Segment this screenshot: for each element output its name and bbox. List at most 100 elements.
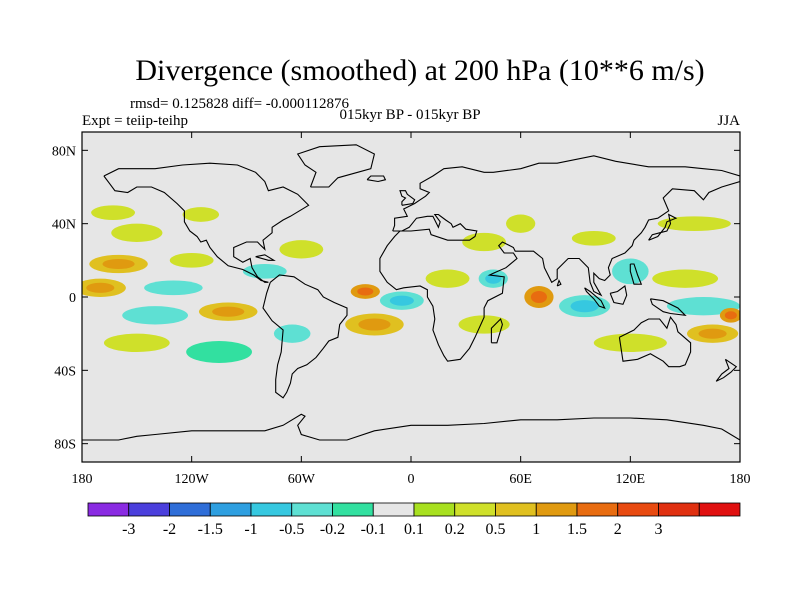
y-tick-label-1: 40N (52, 218, 76, 233)
colorbar-label-3: -1 (244, 521, 257, 538)
contour-blob-1 (111, 223, 163, 242)
colorbar-swatch-14 (658, 502, 700, 517)
contour-blob-8 (279, 240, 324, 259)
colorbar-swatch-11 (535, 502, 578, 517)
contour-blob-7 (242, 264, 287, 279)
x-tick-label-5: 120E (616, 472, 646, 487)
x-tick-label-6: 180 (730, 472, 751, 487)
contour-blob-13 (273, 324, 311, 343)
coastline-borneo (609, 285, 628, 305)
colorbar-swatch-3 (209, 502, 252, 517)
contour-blob-12 (186, 341, 252, 363)
contour-blob-18 (462, 232, 507, 252)
colorbar-label-9: 0.5 (486, 521, 506, 538)
x-tick-label-1: 120W (175, 472, 210, 487)
colorbar-swatch-13 (617, 502, 659, 517)
season-label: JJA (717, 113, 740, 129)
contour-blob-core-20 (530, 290, 547, 304)
colorbar-label-4: -0.5 (279, 521, 304, 538)
contour-blob-4 (169, 253, 214, 268)
coastline-sumatra (584, 287, 606, 309)
contour-blob-core-15 (389, 295, 414, 306)
coastline-britain (399, 190, 416, 206)
contour-blob-28 (593, 333, 667, 353)
colorbar-swatch-1 (128, 502, 170, 517)
colorbar: -3 -2 -1.5 -1 -0.5 -0.2 -0.1 0.1 0.2 0.5 1 1.5 2 3 (87, 502, 741, 538)
coastline-antarctica (82, 413, 740, 441)
contour-blob-9 (122, 306, 189, 325)
coastline-eurasia-africa (379, 155, 740, 362)
x-tick-label-2: 60W (288, 472, 316, 487)
colorbar-label-6: -0.1 (361, 521, 386, 538)
colorbar-swatch-9 (454, 502, 496, 517)
coastline-new-guinea (649, 298, 687, 317)
contour-blob-6 (144, 280, 203, 296)
coastline-layer (82, 144, 740, 441)
contour-blob-core-29 (698, 328, 727, 339)
y-tick-label-0: 80N (52, 144, 76, 159)
coastline-greenland (296, 144, 376, 188)
contour-blob-core-16 (358, 318, 391, 331)
x-tick-label-4: 60E (509, 472, 532, 487)
expt-label: Expt = teiip-teihp (82, 113, 188, 129)
contour-blob-17 (425, 269, 470, 288)
contour-blob-11 (103, 333, 170, 353)
y-tick-label-3: 40S (54, 364, 76, 379)
contour-blob-2 (182, 207, 220, 222)
stats-label: rmsd= 0.125828 diff= -0.000112876 (130, 96, 349, 112)
x-tick-label-0: 180 (72, 472, 93, 487)
colorbar-swatch-4 (250, 502, 293, 517)
contour-blob-0 (91, 205, 136, 221)
x-tick-label-3: 0 (408, 472, 415, 487)
contour-blob-27 (666, 297, 740, 316)
y-tick-label-2: 0 (69, 291, 76, 306)
coastline-philippines (629, 263, 643, 285)
coastline-madagascar (490, 317, 503, 344)
colorbar-swatch-0 (87, 502, 130, 517)
contour-blob-core-21 (570, 300, 599, 313)
coastline-cuba (255, 254, 276, 261)
colorbar-label-5: -0.2 (320, 521, 345, 538)
coastline-australia (618, 316, 692, 368)
colorbar-label-2: -1.5 (198, 521, 223, 538)
contour-fill-layer (82, 205, 740, 363)
contour-blob-core-3 (102, 258, 135, 270)
chart-title: Divergence (smoothed) at 200 hPa (10**6 … (135, 54, 704, 87)
colorbar-label-1: -2 (163, 521, 176, 538)
coastline-new-zealand (715, 358, 738, 382)
colorbar-label-11: 1.5 (567, 521, 587, 538)
colorbar-swatch-12 (576, 502, 619, 517)
contour-blob-23 (506, 214, 536, 233)
coastline-iceland (366, 175, 387, 183)
colorbar-swatch-6 (332, 502, 374, 517)
colorbar-swatch-10 (495, 502, 537, 517)
coastline-india-lanka (556, 279, 562, 287)
contour-blob-24 (571, 231, 616, 246)
coastline-south-america (262, 274, 348, 399)
colorbar-label-0: -3 (122, 521, 135, 538)
colorbar-label-10: 1 (532, 521, 540, 538)
contour-blob-26 (652, 269, 719, 288)
y-tick-label-4: 80S (54, 438, 76, 453)
period-label: 015kyr BP - 015kyr BP (339, 107, 480, 123)
colorbar-swatch-5 (291, 502, 333, 517)
y-axis: 80N 40N 0 40S 80S (52, 144, 740, 453)
x-axis: 180 120W 60W 0 60E 120E 180 (72, 132, 751, 487)
contour-blob-core-30 (724, 311, 737, 320)
contour-blob-22 (458, 315, 510, 334)
contour-blob-31 (657, 216, 731, 232)
colorbar-swatch-15 (698, 502, 741, 517)
coastline-japan (648, 213, 678, 241)
contour-blob-core-10 (212, 306, 245, 317)
colorbar-swatch-8 (413, 502, 456, 517)
colorbar-label-12: 2 (614, 521, 622, 538)
colorbar-swatch-2 (169, 502, 211, 517)
coastline-north-america (103, 162, 310, 283)
colorbar-swatch-7 (372, 502, 415, 517)
colorbar-label-7: 0.1 (404, 521, 424, 538)
contour-blob-core-5 (86, 282, 115, 293)
colorbar-label-8: 0.2 (445, 521, 465, 538)
contour-blob-core-14 (357, 287, 374, 296)
colorbar-label-13: 3 (655, 521, 663, 538)
